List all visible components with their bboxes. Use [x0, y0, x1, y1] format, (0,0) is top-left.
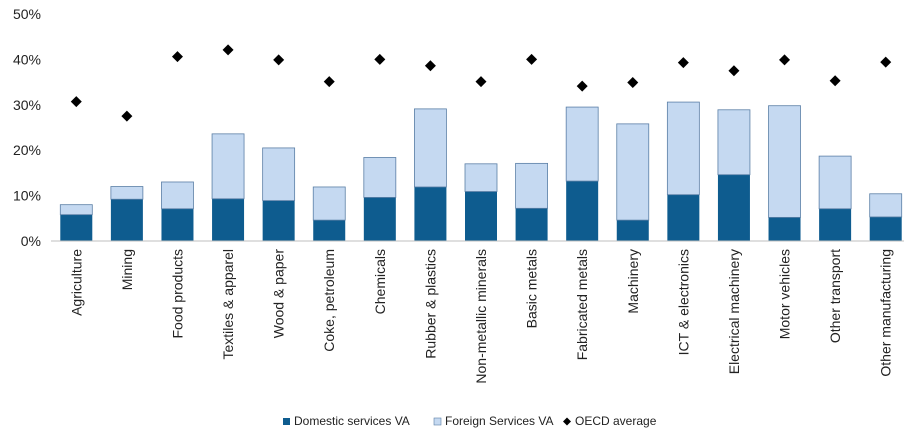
- x-category-label: Textiles & apparel: [220, 249, 236, 360]
- x-category-label: Electrical machinery: [726, 249, 742, 374]
- bar-foreign: [666, 101, 700, 196]
- y-tick-label: 40%: [13, 51, 41, 67]
- oecd-marker: [829, 75, 841, 87]
- bar-domestic: [414, 186, 447, 241]
- bar-domestic: [566, 181, 599, 241]
- bars: [59, 101, 903, 241]
- bar-foreign: [515, 162, 548, 209]
- x-category-label: Other manufacturing: [878, 249, 894, 377]
- bar-foreign: [211, 133, 245, 200]
- bar-foreign: [616, 123, 650, 221]
- y-tick-label: 20%: [13, 142, 41, 158]
- bar-foreign: [717, 109, 751, 176]
- bar-foreign: [312, 186, 346, 221]
- x-category-label: Basic metals: [524, 249, 540, 328]
- bar-foreign: [110, 186, 144, 200]
- bar-foreign: [818, 155, 852, 210]
- bar-domestic: [363, 197, 396, 241]
- legend: Domestic services VA Foreign Services VA…: [283, 414, 657, 428]
- bar-domestic: [262, 200, 295, 241]
- bar-domestic: [212, 198, 245, 241]
- bar-foreign: [414, 108, 447, 188]
- oecd-marker: [880, 56, 892, 68]
- oecd-marker: [779, 54, 791, 66]
- x-category-label: Non-metallic minerals: [473, 249, 489, 384]
- y-tick-label: 30%: [13, 97, 41, 113]
- bar-foreign: [565, 106, 599, 182]
- bar-domestic: [717, 174, 750, 241]
- x-category-label: ICT & electronics: [675, 249, 691, 355]
- oecd-marker: [526, 53, 538, 65]
- legend-label-foreign: Foreign Services VA: [445, 414, 554, 428]
- oecd-marker: [273, 54, 285, 66]
- bar-domestic: [110, 199, 143, 241]
- bar-foreign: [262, 147, 296, 201]
- x-category-label: Chemicals: [372, 249, 388, 314]
- x-category-label: Wood & paper: [271, 249, 287, 339]
- bar-foreign: [363, 157, 397, 198]
- legend-item-foreign: Foreign Services VA: [433, 414, 554, 428]
- oecd-marker: [576, 80, 588, 92]
- bar-domestic: [869, 216, 902, 241]
- bar-foreign: [768, 105, 801, 218]
- bar-domestic: [768, 217, 801, 241]
- y-tick-label: 10%: [13, 188, 41, 204]
- oecd-marker: [424, 60, 436, 72]
- legend-swatch-domestic: [283, 418, 290, 425]
- x-category-label: Motor vehicles: [777, 249, 793, 339]
- x-category-label: Mining: [119, 249, 135, 290]
- bar-foreign: [869, 193, 903, 218]
- bar-foreign: [161, 181, 194, 210]
- oecd-marker: [677, 57, 689, 69]
- x-category-label: Coke, petroleum: [321, 249, 337, 352]
- bar-domestic: [313, 220, 346, 241]
- bar-domestic: [616, 220, 649, 241]
- x-category-label: Food products: [169, 249, 185, 339]
- legend-label-oecd: OECD average: [575, 414, 657, 428]
- oecd-marker: [70, 96, 82, 108]
- bar-foreign: [59, 204, 93, 216]
- legend-swatch-foreign: [433, 417, 442, 426]
- y-tick-label: 0%: [21, 233, 41, 249]
- oecd-marker: [475, 76, 487, 88]
- bar-domestic: [667, 194, 700, 241]
- bar-domestic: [60, 214, 93, 241]
- legend-label-domestic: Domestic services VA: [294, 414, 410, 428]
- oecd-marker: [627, 77, 639, 89]
- legend-item-domestic: Domestic services VA: [283, 414, 410, 428]
- y-axis-ticks: 0% 10% 20% 30% 40% 50%: [13, 6, 41, 249]
- x-category-label: Fabricated metals: [574, 249, 590, 360]
- oecd-marker: [171, 51, 183, 63]
- oecd-marker: [323, 76, 335, 88]
- legend-marker-oecd: [563, 417, 571, 426]
- y-tick-label: 50%: [13, 6, 41, 22]
- x-category-label: Machinery: [625, 249, 641, 314]
- oecd-marker: [222, 44, 234, 56]
- bar-foreign: [464, 163, 498, 192]
- oecd-marker: [121, 110, 133, 122]
- legend-item-oecd: OECD average: [563, 414, 657, 428]
- bar-domestic: [161, 208, 194, 241]
- x-category-label: Rubber & plastics: [422, 249, 438, 359]
- oecd-marker: [374, 53, 386, 65]
- bar-domestic: [819, 208, 852, 241]
- bar-domestic: [465, 191, 497, 241]
- oecd-markers: [70, 44, 892, 122]
- oecd-marker: [728, 65, 740, 77]
- category-labels: Agriculture Mining Food products Textiles &…: [68, 249, 893, 384]
- x-category-label: Other transport: [827, 249, 843, 343]
- x-category-label: Agriculture: [68, 249, 84, 316]
- bar-domestic: [515, 208, 548, 241]
